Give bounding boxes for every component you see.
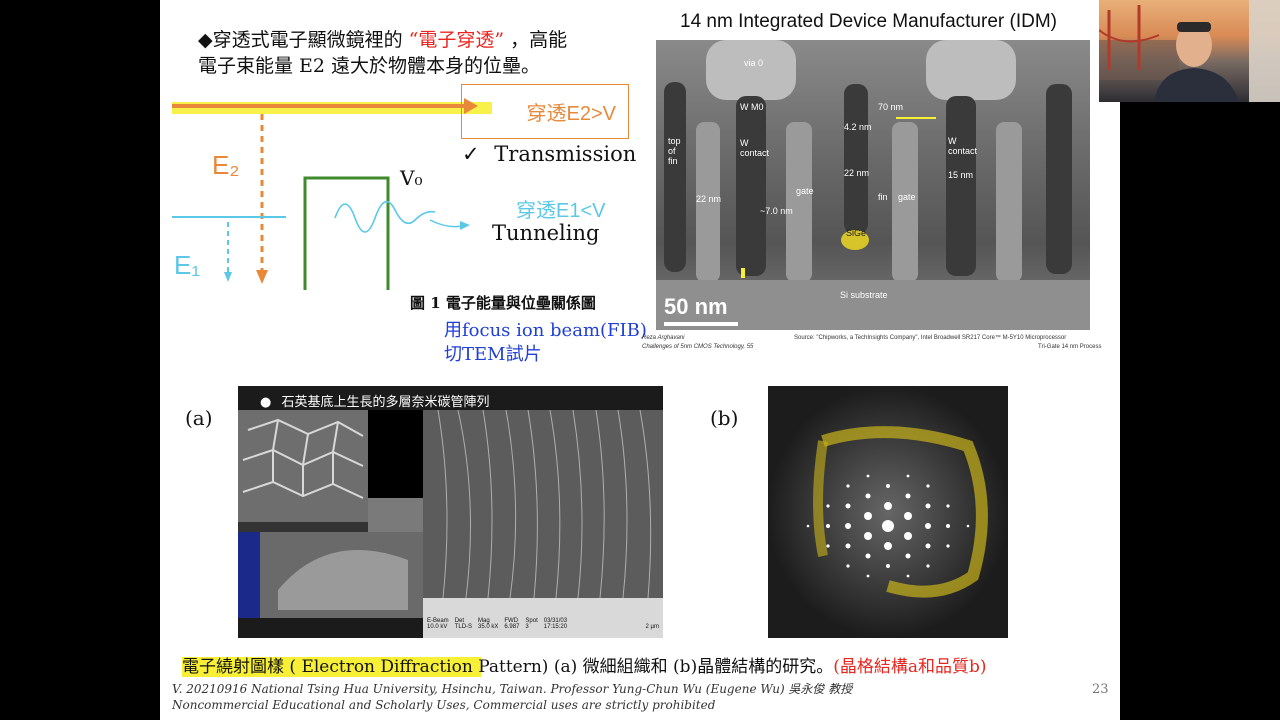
- sem-col-ebeam-head: E-Beam: [427, 618, 449, 624]
- presenter-video[interactable]: [1099, 0, 1280, 102]
- tem-label-22nm-a: 22 nm: [696, 194, 722, 204]
- sem-col-mag: Mag 35.0 kX: [478, 618, 498, 636]
- tem-credit-right-2: Tri-Gate 14 nm Process: [1038, 344, 1102, 350]
- sem-col-ebeam-val: 10.0 kV: [427, 624, 448, 630]
- tem-label-fin: fin: [878, 192, 888, 202]
- tem-label-gate2: gate: [898, 192, 916, 202]
- label-b: (b): [710, 406, 739, 430]
- sem-caption: ● 石英基底上生長的多層奈米碳管陣列: [260, 391, 490, 410]
- tem-image: via 0 W M0 W contact top of fin 22 nm ~7…: [656, 40, 1090, 330]
- footer-line2: Noncommercial Educational and Scholarly …: [172, 698, 716, 712]
- presenter-avatar: [1099, 0, 1280, 102]
- bullet-highlight: “電子穿透”: [408, 29, 505, 51]
- sem-col-det-val: TLD-S: [454, 624, 473, 630]
- sem-info-bar: E-Beam 10.0 kV Det TLD-S Mag 35.0 kX FWD 6.9…: [423, 616, 663, 638]
- bullet-line1-end: ，高能: [510, 29, 568, 51]
- highlight-ring: [821, 426, 988, 598]
- tunneling-label: Tunneling: [492, 221, 600, 245]
- tem-label-wcontact1: W contact: [740, 138, 770, 158]
- e1-label: E₁: [174, 250, 201, 280]
- tem-label-sige: SiGe: [846, 228, 867, 238]
- slide: ◆穿透式電子顯微鏡裡的 “電子穿透” ，高能 電子束能量 E2 遠大於物體本身的…: [160, 0, 1120, 720]
- tem-structures: [656, 40, 1090, 330]
- sem-col-date: 03/31/03 17:15:20: [544, 618, 567, 636]
- tem-label-wm0: W M0: [740, 102, 764, 112]
- sem-col-det-head: Det: [454, 618, 465, 624]
- annot-e1-text: 穿透E1<V: [516, 200, 606, 222]
- tem-credit-left-2: Challenges of 5nm CMOS Technology, 55: [642, 344, 754, 350]
- bottom-caption-red: (晶格結構a和品質b): [833, 657, 987, 677]
- e2-arrow-head: [464, 98, 478, 114]
- e2-vertical-head: [256, 270, 268, 284]
- sem-col-fwd-head: FWD: [504, 618, 519, 624]
- sem-col-spot-val: 3: [525, 624, 529, 630]
- check-icon: ✓: [462, 142, 480, 166]
- fib-line1: 用focus ion beam(FIB): [444, 320, 647, 341]
- tem-title: 14 nm Integrated Device Manufacturer (ID…: [680, 11, 1057, 32]
- tunneling-wave: [334, 200, 436, 233]
- sem-col-ebeam: E-Beam 10.0 kV: [427, 618, 449, 636]
- sem-col-mag-val: 35.0 kX: [478, 624, 499, 630]
- sem-col-mag-head: Mag: [478, 618, 490, 624]
- tem-label-si-substrate: Si substrate: [840, 290, 888, 300]
- bullet-line2: 電子束能量 E2 遠大於物體本身的位壘。: [198, 55, 541, 77]
- bottom-caption: 電子繞射圖樣 ( Electron Diffraction Pattern) (…: [182, 652, 987, 677]
- potential-barrier: [303, 176, 390, 290]
- tem-label-22nm-b: 22 nm: [844, 168, 870, 178]
- sem-scale-label: 2 µm: [645, 624, 659, 630]
- e2-label: E₂: [212, 150, 240, 180]
- label-a: (a): [185, 406, 213, 430]
- tem-label-70nm: 70 nm: [878, 102, 904, 112]
- figure-1-caption: 圖 1 電子能量與位壘關係圖: [410, 294, 596, 312]
- sem-col-date-head: 03/31/03: [543, 618, 568, 624]
- diffraction-spots: [806, 474, 970, 578]
- tem-credit-right-1: Source: "Chipworks, a TechInsights Compa…: [794, 335, 1067, 341]
- tem-label-via0: via 0: [744, 58, 764, 68]
- sem-col-spot-head: Spot: [525, 618, 538, 624]
- annot-e2-box: 穿透E2>V: [461, 84, 629, 139]
- sem-col-fwd: FWD 6.987: [504, 618, 519, 636]
- sem-col-date-val: 17:15:20: [543, 624, 568, 630]
- bullet-dot-icon: ●: [260, 395, 272, 410]
- tem-label-top-of-fin: top of fin: [668, 136, 681, 166]
- sem-col-fwd-val: 6.987: [504, 624, 520, 630]
- tem-scale-bar-label: 50 nm: [664, 294, 728, 319]
- sem-col-det: Det TLD-S: [455, 618, 472, 636]
- diffraction-image: [768, 386, 1008, 638]
- tem-credit-left-1: Reza Arghavani: [642, 335, 685, 341]
- tem-label-wcontact2: W contact: [948, 136, 978, 156]
- fib-line2: 切TEM試片: [444, 344, 542, 365]
- sem-image: ● 石英基底上生長的多層奈米碳管陣列: [238, 386, 663, 638]
- sem-col-spot: Spot 3: [525, 618, 537, 636]
- tem-label-15nm: 15 nm: [948, 170, 974, 180]
- sem-caption-text: 石英基底上生長的多層奈米碳管陣列: [281, 395, 490, 410]
- footer-line1: V. 20210916 National Tsing Hua Universit…: [172, 682, 853, 696]
- tem-label-4-2nm: 4.2 nm: [844, 122, 872, 132]
- annot-e2-text: 穿透E2>V: [526, 103, 616, 125]
- tem-label-7nm: ~7.0 nm: [760, 206, 793, 216]
- energy-barrier-diagram: [172, 98, 492, 290]
- transmission-text: Transmission: [494, 142, 637, 166]
- tem-scale-bar: [664, 322, 738, 326]
- diffraction-pattern: [768, 386, 1008, 638]
- tem-label-gate1: gate: [796, 186, 814, 196]
- bullet-line1-start: ◆穿透式電子顯微鏡裡的: [198, 29, 403, 51]
- v0-label: V₀: [400, 166, 423, 190]
- transmission-label: ✓ Transmission: [462, 142, 636, 166]
- sem-panels: [238, 410, 663, 618]
- bullet-text: ◆穿透式電子顯微鏡裡的 “電子穿透” ，高能 電子束能量 E2 遠大於物體本身的…: [198, 27, 638, 79]
- page-number: 23: [1092, 682, 1109, 697]
- bottom-caption-main: 電子繞射圖樣 ( Electron Diffraction Pattern) (…: [182, 657, 834, 677]
